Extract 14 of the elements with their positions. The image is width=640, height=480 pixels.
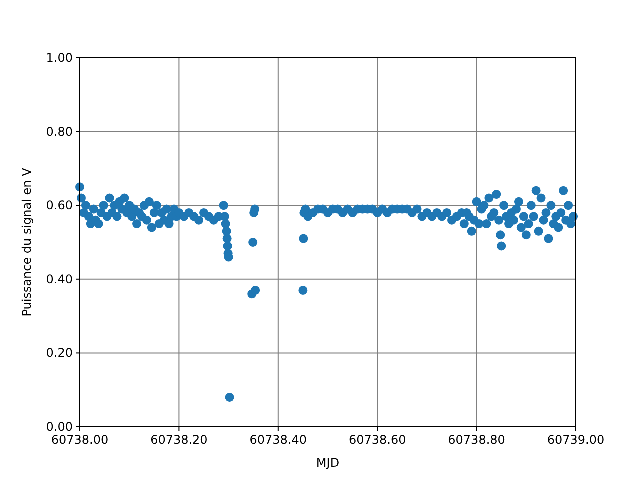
y-tick-label: 0.00 [46, 420, 73, 434]
x-tick-label: 60738.00 [51, 433, 109, 447]
y-tick-label: 0.20 [46, 346, 73, 360]
y-tick-label: 0.60 [46, 198, 73, 213]
x-axis-title: MJD [316, 456, 340, 470]
x-tick-label: 60738.60 [348, 433, 406, 447]
x-tick-label: 60738.40 [250, 433, 308, 447]
x-tick-label: 60738.80 [448, 433, 506, 447]
x-tick-label: 60739.00 [547, 433, 605, 447]
y-axis-title: Puissance du signal en V [20, 167, 34, 317]
x-tick-label: 60738.20 [150, 433, 208, 447]
y-tick-label: 1.00 [46, 51, 73, 65]
y-tick-label: 0.40 [46, 272, 73, 286]
y-tick-label: 0.80 [46, 124, 73, 139]
